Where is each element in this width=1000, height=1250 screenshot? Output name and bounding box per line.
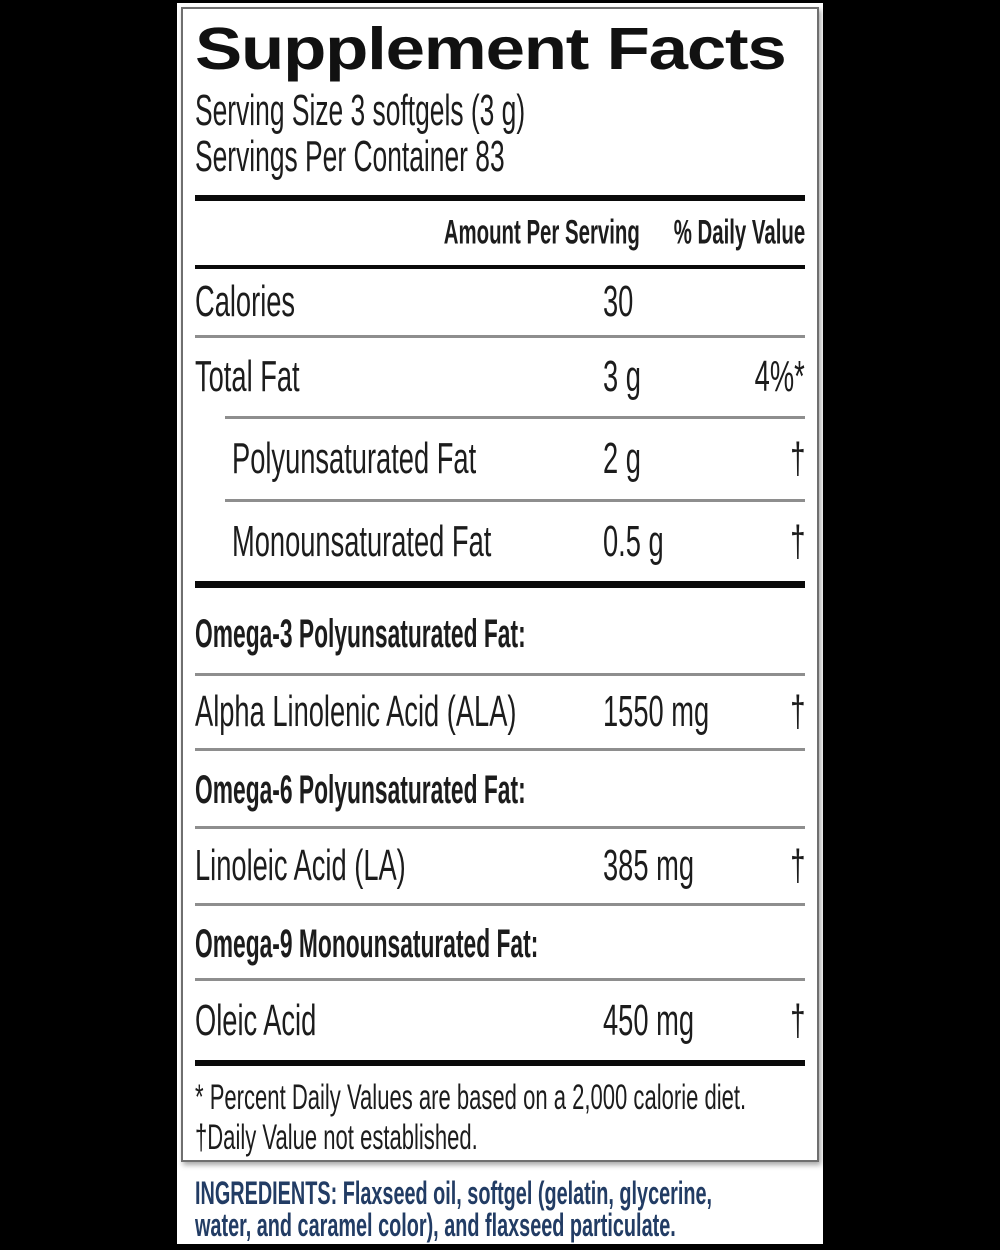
facts-title: Supplement Facts [195,9,805,89]
nutrient-amount: 450 mg [603,995,694,1045]
thin-divider-indented [225,499,805,502]
footnotes-block: * Percent Daily Values are based on a 2,… [195,1066,805,1158]
nutrient-name: Polyunsaturated Fat [232,434,477,483]
row-calories: Calories 30 [195,269,805,335]
nutrient-amount: 0.5 g [603,516,664,566]
serving-size-text: Serving Size 3 softgels (3 g) [195,86,526,135]
nutrient-daily-value: † [789,841,805,890]
label-panel: Supplement Facts Serving Size 3 softgels… [177,3,823,1244]
thin-divider [195,978,805,981]
nutrient-amount: 1550 mg [603,687,710,736]
column-headers-row: Amount Per Serving % Daily Value [195,201,805,265]
section-heading-text: Omega-6 Polyunsaturated Fat: [195,768,526,812]
section-heading-omega-6: Omega-6 Polyunsaturated Fat: [195,751,805,826]
nutrient-name: Oleic Acid [195,995,317,1045]
nutrient-daily-value: † [789,995,805,1045]
section-heading-text: Omega-3 Polyunsaturated Fat: [195,612,526,656]
percent-daily-value-header: % Daily Value [673,213,805,252]
thin-divider [195,673,805,676]
thin-divider [195,335,805,338]
nutrient-daily-value: † [789,687,805,736]
nutrient-amount: 2 g [603,434,641,483]
nutrient-amount: 385 mg [603,841,694,890]
footnote-text: * Percent Daily Values are based on a 2,… [195,1078,747,1117]
servings-per-container-line: Servings Per Container 83 [195,132,805,181]
row-monounsaturated-fat: Monounsaturated Fat 0.5 g † [195,502,805,581]
nutrient-name: Linoleic Acid (LA) [195,841,406,890]
serving-size-line: Serving Size 3 softgels (3 g) [195,86,805,135]
amount-per-serving-header: Amount Per Serving [443,213,640,252]
row-polyunsaturated-fat: Polyunsaturated Fat 2 g † [195,419,805,499]
nutrient-name: Total Fat [195,352,300,401]
thin-divider [195,903,805,906]
nutrient-name: Calories [195,277,296,326]
heavy-divider-bottom [195,1060,805,1066]
section-heading-omega-9: Omega-9 Monounsaturated Fat: [195,906,805,978]
supplement-facts-box: Supplement Facts Serving Size 3 softgels… [181,7,819,1162]
thin-divider [195,748,805,751]
nutrient-daily-value: † [789,434,805,483]
medium-divider [195,265,805,269]
nutrient-name: Alpha Linolenic Acid (ALA) [195,687,517,736]
thin-divider [195,826,805,829]
nutrient-amount: 3 g [603,352,641,401]
nutrient-daily-value: † [789,516,805,566]
ingredients-line-2: water, and caramel color), and flaxseed … [195,1206,823,1243]
ingredients-section: INGREDIENTS: Flaxseed oil, softgel (gela… [195,1174,823,1243]
section-heading-omega-3: Omega-3 Polyunsaturated Fat: [195,588,805,673]
row-alpha-linolenic-acid: Alpha Linolenic Acid (ALA) 1550 mg † [195,676,805,748]
nutrient-name: Monounsaturated Fat [232,516,492,566]
facts-title-text: Supplement Facts [195,16,787,82]
servings-per-container-text: Servings Per Container 83 [195,132,505,181]
thin-divider-indented [225,416,805,419]
row-oleic-acid: Oleic Acid 450 mg † [195,981,805,1060]
ingredients-text: INGREDIENTS: Flaxseed oil, softgel (gela… [195,1174,713,1211]
footnote-percent-daily-values: * Percent Daily Values are based on a 2,… [195,1078,805,1118]
heavy-divider-top [195,195,805,201]
ingredients-line-1: INGREDIENTS: Flaxseed oil, softgel (gela… [195,1174,823,1211]
row-total-fat: Total Fat 3 g 4%* [195,338,805,416]
nutrient-daily-value: 4%* [754,352,805,401]
footnote-text: †Daily Value not established. [195,1118,478,1157]
section-heading-text: Omega-9 Monounsaturated Fat: [195,921,539,966]
ingredients-text: water, and caramel color), and flaxseed … [195,1206,676,1243]
nutrient-amount: 30 [603,277,634,326]
heavy-divider-middle [195,581,805,588]
row-linoleic-acid: Linoleic Acid (LA) 385 mg † [195,829,805,903]
footnote-daily-value-not-established: †Daily Value not established. [195,1118,805,1158]
